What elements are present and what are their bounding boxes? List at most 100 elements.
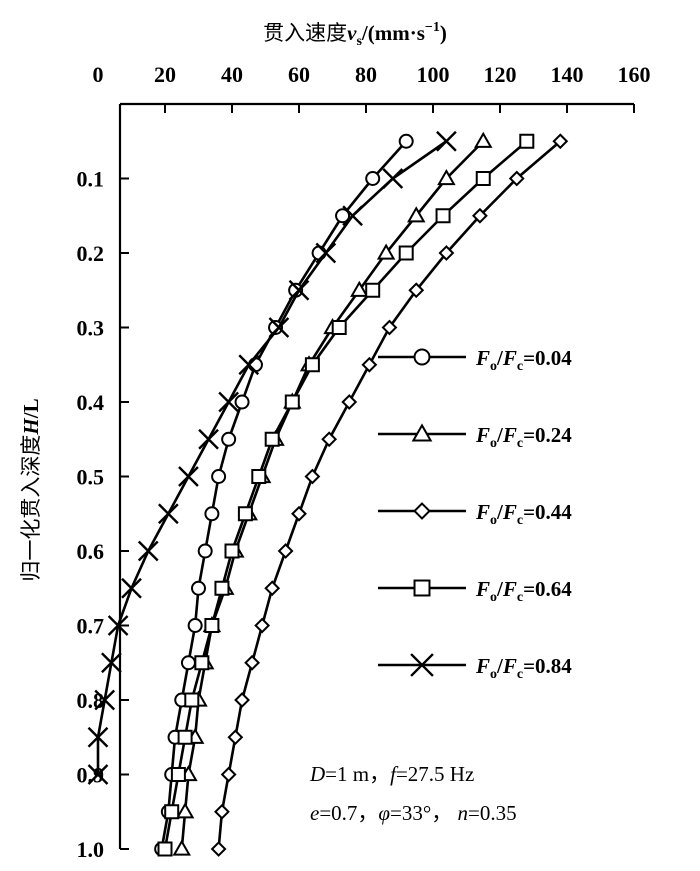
square-point-2 — [435, 208, 451, 224]
x-point-14 — [101, 652, 122, 674]
triangle-point-2 — [407, 206, 426, 223]
diamond-point-16 — [227, 729, 244, 746]
legend-label: Fo/Fc=0.44 — [475, 500, 572, 528]
series-square — [157, 133, 535, 857]
y-tick-label-0.8: 0.8 — [77, 688, 105, 713]
y-tick-label-0.3: 0.3 — [77, 316, 105, 341]
series-line-x — [96, 140, 448, 775]
y-tick-label-0.7: 0.7 — [77, 614, 105, 639]
x-point-1 — [382, 168, 404, 189]
circle-point-9 — [211, 469, 227, 484]
diamond-point-15 — [234, 692, 250, 708]
series-layer — [87, 130, 569, 857]
triangle-point-1 — [437, 168, 456, 186]
diamond-point-19 — [210, 841, 227, 857]
diamond-point-6 — [361, 356, 378, 373]
legend-item-square: Fo/Fc=0.64 — [378, 577, 572, 605]
diamond-point-3 — [438, 245, 455, 261]
circle-point-2 — [335, 208, 351, 224]
x-point-8 — [198, 428, 219, 450]
legend-item-circle: Fo/Fc=0.04 — [378, 346, 572, 374]
diamond-point-5 — [381, 319, 398, 336]
square-point-18 — [164, 804, 180, 820]
x-point-11 — [137, 540, 159, 562]
legend-marker-square — [413, 579, 431, 597]
circle-point-8 — [221, 431, 237, 447]
square-point-1 — [475, 171, 491, 186]
series-line-square — [163, 140, 528, 850]
diamond-point-12 — [264, 580, 281, 597]
y-tick-label-0.1: 0.1 — [77, 167, 105, 192]
x-point-17 — [87, 764, 109, 785]
diamond-point-18 — [214, 803, 230, 820]
y-tick-label-0.5: 0.5 — [77, 465, 105, 490]
circle-point-14 — [180, 655, 196, 671]
triangle-point-3 — [376, 243, 396, 260]
diamond-point-17 — [220, 766, 237, 783]
square-point-8 — [264, 431, 280, 447]
legend-item-diamond: Fo/Fc=0.44 — [378, 500, 572, 528]
x-point-15 — [94, 689, 116, 711]
square-point-12 — [214, 580, 230, 596]
x-tick-label-60: 60 — [288, 62, 310, 87]
legend-marker-diamond — [413, 502, 431, 520]
triangle-point-19 — [172, 839, 191, 856]
legend-item-x: Fo/Fc=0.84 — [378, 653, 572, 682]
x-tick-label-160: 160 — [618, 62, 651, 87]
x-point-13 — [107, 615, 129, 636]
square-point-15 — [184, 692, 200, 708]
x-point-0 — [436, 130, 457, 152]
triangle-point-0 — [474, 131, 493, 148]
x-point-12 — [121, 577, 142, 599]
x-tick-label-40: 40 — [221, 62, 243, 87]
square-point-17 — [170, 767, 186, 782]
legend: Fo/Fc=0.04 Fo/Fc=0.24 Fo/Fc=0.44 Fo/Fc=0.64… — [378, 346, 572, 682]
diamond-point-2 — [471, 207, 488, 224]
circle-point-12 — [191, 580, 206, 596]
circle-point-5 — [268, 320, 284, 335]
x-point-6 — [238, 354, 260, 376]
diamond-point-0 — [552, 133, 569, 150]
x-point-16 — [87, 726, 109, 748]
x-tick-label-140: 140 — [551, 62, 584, 87]
diamond-point-8 — [321, 431, 338, 448]
x-point-5 — [268, 317, 290, 338]
x-point-9 — [178, 466, 199, 487]
series-diamond — [210, 133, 569, 857]
diamond-point-4 — [408, 282, 425, 299]
y-tick-label-0.6: 0.6 — [77, 539, 105, 564]
triangle-point-4 — [350, 280, 369, 297]
diamond-point-9 — [304, 468, 321, 485]
x-tick-label-20: 20 — [154, 62, 176, 87]
square-point-4 — [365, 282, 381, 298]
triangle-point-18 — [175, 802, 195, 819]
x-axis-title: 贯入速度vs/(mm·s−1) — [263, 20, 447, 49]
legend-marker-circle — [413, 348, 431, 366]
legend-label: Fo/Fc=0.04 — [475, 346, 572, 374]
circle-point-7 — [234, 394, 250, 410]
diamond-point-13 — [254, 617, 271, 634]
diamond-point-11 — [277, 543, 294, 559]
diamond-point-1 — [508, 170, 525, 187]
legend-label: Fo/Fc=0.64 — [475, 577, 572, 605]
legend-marker-triangle — [411, 423, 433, 442]
diamond-point-7 — [341, 394, 358, 410]
square-point-19 — [157, 841, 173, 857]
square-point-16 — [177, 729, 193, 745]
circle-point-0 — [398, 133, 414, 149]
square-point-0 — [519, 133, 535, 149]
diamond-point-14 — [244, 654, 261, 671]
circle-point-1 — [365, 171, 381, 186]
circle-point-10 — [204, 506, 220, 522]
y-axis-title: 归一化贯入深度H/L — [19, 398, 43, 581]
annotation-line-1: D=1 m，f=27.5 Hz — [309, 762, 474, 786]
legend-label: Fo/Fc=0.24 — [475, 423, 572, 451]
square-point-7 — [284, 394, 300, 410]
annotation-line-2: e=0.7，φ=33°， n=0.35 — [310, 801, 517, 825]
square-point-3 — [398, 245, 414, 261]
square-point-11 — [224, 543, 240, 559]
series-x — [87, 130, 457, 785]
y-tick-label-0.4: 0.4 — [77, 390, 105, 415]
circle-point-11 — [197, 543, 213, 559]
